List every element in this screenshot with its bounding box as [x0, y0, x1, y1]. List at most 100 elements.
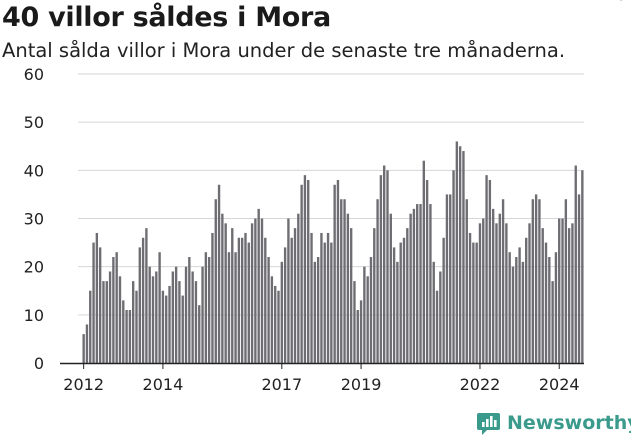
bar	[577, 194, 581, 363]
bar	[581, 170, 584, 363]
bar	[508, 252, 511, 363]
bar	[92, 242, 95, 363]
bar	[373, 228, 376, 363]
bar	[313, 261, 317, 363]
y-tick-label: 50	[24, 113, 44, 132]
bar	[115, 252, 118, 363]
bar	[165, 295, 168, 363]
bar	[293, 228, 297, 363]
bar	[244, 232, 247, 363]
bar	[333, 184, 336, 363]
bar	[181, 295, 184, 363]
bar	[478, 223, 482, 363]
bar	[145, 228, 148, 363]
bar	[224, 223, 227, 363]
y-tick-label: 30	[24, 210, 44, 229]
bar	[518, 247, 521, 363]
bar	[283, 247, 287, 363]
newsworthy-logo-icon	[477, 412, 500, 435]
x-tick-label: 2017	[261, 375, 302, 394]
bar	[178, 281, 181, 363]
bar	[287, 218, 290, 363]
bar	[151, 276, 155, 363]
bar	[541, 228, 544, 363]
x-tick-label: 2012	[63, 375, 104, 394]
chart-subtitle: Antal sålda villor i Mora under de senas…	[2, 39, 566, 62]
bar	[475, 242, 478, 363]
bar	[221, 213, 224, 363]
bar	[531, 199, 534, 363]
bar	[449, 194, 452, 363]
bar	[270, 276, 274, 363]
bar	[158, 252, 161, 363]
bars	[82, 141, 584, 363]
bar	[323, 242, 326, 363]
bar	[353, 281, 356, 363]
bar	[330, 242, 333, 363]
bar	[455, 141, 459, 363]
bar	[491, 208, 495, 363]
bar	[442, 237, 445, 363]
bar	[336, 179, 340, 363]
bar	[468, 232, 472, 363]
bar	[399, 242, 402, 363]
bar	[277, 290, 280, 363]
bar	[465, 199, 468, 363]
bar	[132, 281, 135, 363]
data-label: 40	[604, 0, 627, 5]
bar	[369, 257, 373, 363]
bar	[257, 208, 260, 363]
y-tick-label: 10	[24, 306, 44, 325]
bar	[240, 237, 244, 363]
bar	[188, 257, 191, 363]
bar	[383, 165, 386, 363]
bar	[366, 276, 369, 363]
bar	[89, 290, 92, 363]
bar	[108, 271, 112, 363]
bar	[297, 213, 300, 363]
bar	[416, 204, 419, 363]
bar	[300, 184, 303, 363]
bar	[558, 218, 561, 363]
bar	[102, 281, 105, 363]
bar	[554, 252, 558, 363]
bar	[340, 199, 343, 363]
bar	[402, 237, 406, 363]
bar	[501, 199, 505, 363]
bar	[247, 242, 250, 363]
bar	[363, 266, 366, 363]
bar	[237, 237, 241, 363]
bar	[521, 261, 525, 363]
bar	[207, 257, 211, 363]
bar	[280, 261, 283, 363]
bar	[392, 247, 396, 363]
bar	[346, 213, 350, 363]
bar	[125, 310, 128, 363]
bar	[505, 223, 508, 363]
bar	[525, 237, 528, 363]
bar	[488, 179, 492, 363]
bar	[445, 194, 449, 363]
bar	[118, 276, 122, 363]
bar	[406, 228, 409, 363]
bar	[198, 305, 201, 363]
bar	[204, 252, 208, 363]
bar	[472, 242, 475, 363]
brand-name: Newsworthy	[507, 412, 631, 434]
bar	[316, 257, 320, 363]
bar	[571, 223, 574, 363]
bar	[267, 257, 270, 363]
bar	[349, 228, 353, 363]
bar	[561, 218, 564, 363]
bar	[168, 285, 171, 363]
bar	[128, 310, 132, 363]
bar	[260, 218, 264, 363]
bar	[462, 151, 465, 363]
newsworthy-brand: Newsworthy	[476, 408, 631, 438]
bar	[422, 160, 426, 363]
bar	[551, 281, 554, 363]
bar	[148, 266, 151, 363]
bar	[386, 170, 389, 363]
data-labels: 40	[604, 0, 627, 5]
